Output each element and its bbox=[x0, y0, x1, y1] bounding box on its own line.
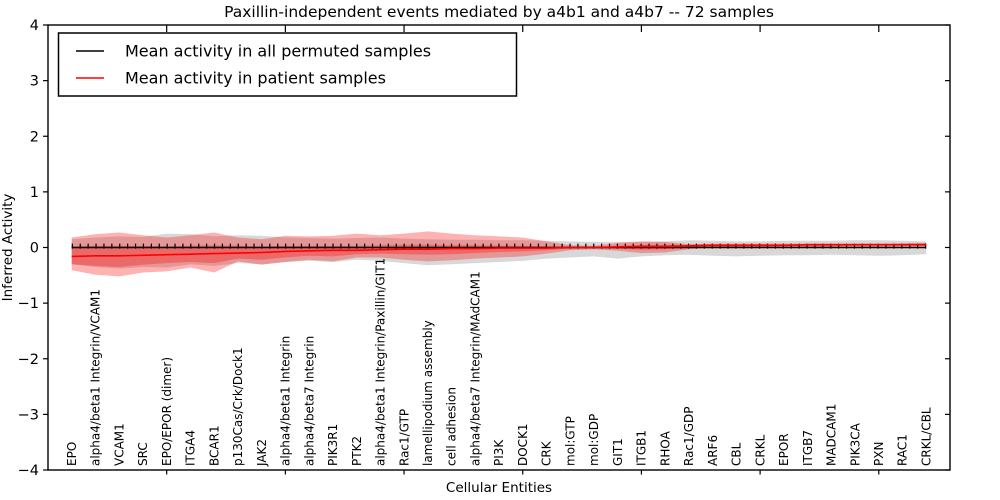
x-tick-label: alpha4/beta1 Integrin/VCAM1 bbox=[89, 289, 103, 466]
x-tick-label: RAC1 bbox=[896, 434, 910, 466]
x-tick-label: PIK3CA bbox=[848, 422, 862, 466]
x-tick-label: VCAM1 bbox=[112, 423, 126, 466]
y-tick-label: −2 bbox=[18, 352, 39, 368]
x-tick-label: EPOR bbox=[777, 433, 791, 466]
mean-activity-in-patient-samples-line bbox=[71, 243, 927, 258]
legend-label-patient-samples: Mean activity in patient samples bbox=[125, 69, 386, 88]
y-tick-label: −4 bbox=[18, 463, 39, 479]
x-tick-label: EPO bbox=[65, 442, 79, 466]
x-tick-label: lamellipodium assembly bbox=[421, 320, 435, 466]
chart-title: Paxillin-independent events mediated by … bbox=[224, 3, 774, 21]
x-tick-label: DOCK1 bbox=[516, 423, 530, 466]
x-tick-label: alpha4/beta1 Integrin bbox=[279, 336, 293, 466]
x-tick-label: CRK bbox=[540, 440, 554, 466]
y-tick-label: 1 bbox=[30, 185, 39, 201]
y-tick-label: −1 bbox=[18, 296, 39, 312]
x-tick-label: alpha4/beta7 Integrin bbox=[302, 336, 316, 466]
y-tick-label: 2 bbox=[30, 129, 39, 145]
x-tick-label: BCAR1 bbox=[207, 425, 221, 466]
x-tick-label: PI3K bbox=[492, 439, 506, 466]
x-tick-label: JAK2 bbox=[255, 439, 269, 467]
legend-label-permuted-samples: Mean activity in all permuted samples bbox=[125, 42, 431, 61]
legend: Mean activity in all permuted samples Me… bbox=[57, 32, 518, 97]
x-tick-label: cell adhesion bbox=[445, 387, 459, 466]
x-tick-label: GIT1 bbox=[611, 438, 625, 466]
x-tick-label: PXN bbox=[872, 442, 886, 466]
x-tick-label: CBL bbox=[730, 442, 744, 466]
y-axis-label: Inferred Activity bbox=[0, 194, 16, 302]
plot-area: 4 3 2 1 0 −1 −2 −3 −4 EPO alpha4/beta1 Integrin/VC… bbox=[18, 18, 950, 479]
y-tick-label: 3 bbox=[30, 74, 39, 90]
permuted-band-band bbox=[71, 233, 927, 269]
x-tick-label: alpha4/beta1 Integrin/Paxillin/GIT1 bbox=[374, 258, 388, 466]
x-tick-label: RHOA bbox=[658, 430, 672, 466]
x-tick-label: mol:GTP bbox=[563, 416, 577, 466]
x-tick-label: Rac1/GTP bbox=[397, 409, 411, 466]
x-tick-label: ITGB1 bbox=[635, 430, 649, 466]
x-tick-label: PIK3R1 bbox=[326, 424, 340, 466]
x-tick-label: CRKL bbox=[753, 434, 767, 466]
x-tick-label: CRKL/CBL bbox=[920, 407, 934, 466]
patient-band-outer-band bbox=[71, 231, 927, 277]
patient-band-inner-band bbox=[71, 243, 927, 267]
x-tick-label: alpha4/beta7 Integrin/MAdCAM1 bbox=[469, 271, 483, 466]
x-tick-label: Rac1/GDP bbox=[682, 407, 696, 466]
x-tick-label: SRC bbox=[136, 442, 150, 466]
x-tick-label: EPO/EPOR (dimer) bbox=[160, 357, 174, 466]
plot-border bbox=[47, 24, 951, 471]
x-tick-label: ARF6 bbox=[706, 435, 720, 466]
x-tick-label: PTK2 bbox=[350, 436, 364, 466]
legend-box bbox=[57, 32, 518, 97]
y-tick-label: 4 bbox=[30, 18, 39, 34]
y-tick-label: −3 bbox=[18, 407, 39, 423]
y-tick-label: 0 bbox=[30, 241, 39, 257]
x-axis-label: Cellular Entities bbox=[446, 480, 552, 496]
x-tick-label: ITGA4 bbox=[184, 430, 198, 466]
x-tick-label: mol:GDP bbox=[587, 414, 601, 466]
x-tick-label: MADCAM1 bbox=[825, 404, 839, 466]
x-tick-label: ITGB7 bbox=[801, 430, 815, 466]
x-tick-label: p130Cas/Crk/Dock1 bbox=[231, 347, 245, 466]
